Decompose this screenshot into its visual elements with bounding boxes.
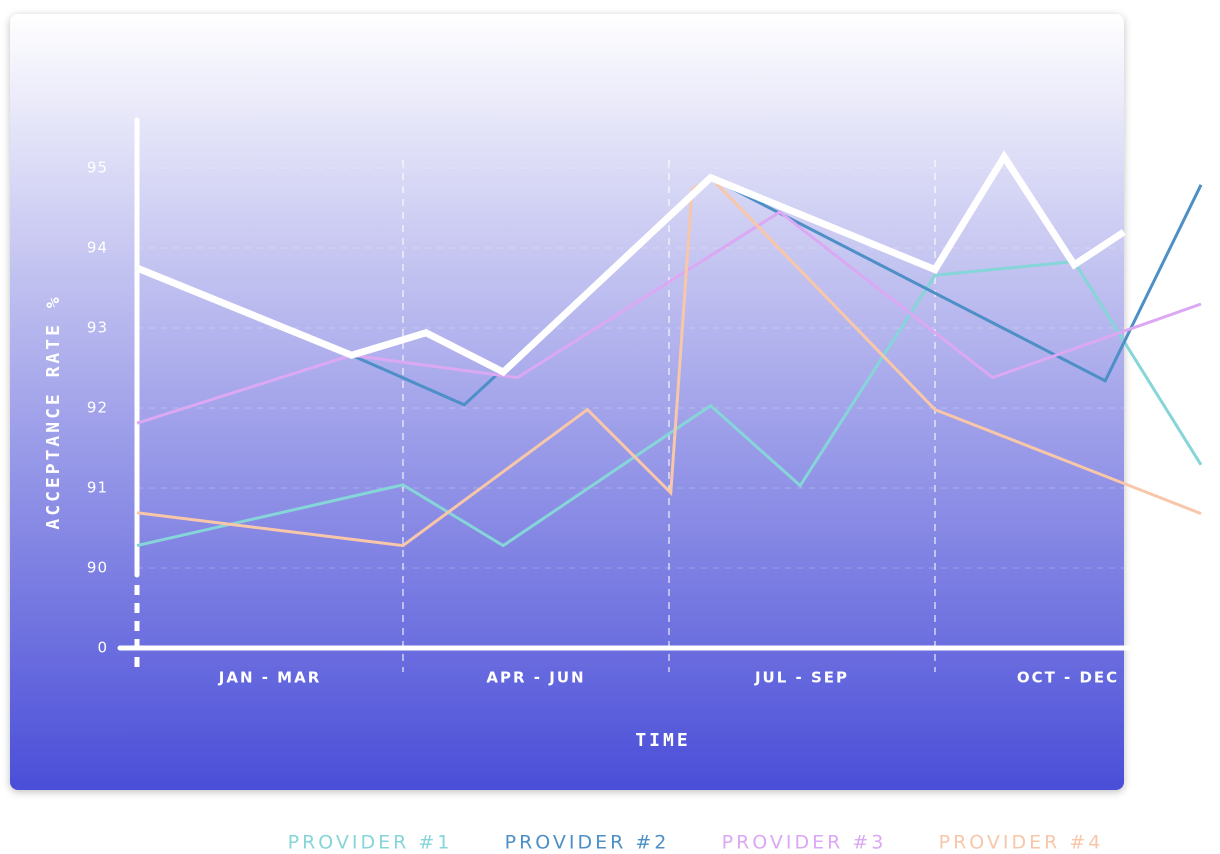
y-tick-label: 94	[87, 239, 108, 257]
y-axis-title: ACCEPTANCE RATE %	[43, 294, 64, 529]
x-tick-label: JAN - MAR	[218, 669, 322, 687]
series-line	[136, 175, 1202, 548]
y-tick-label: 95	[87, 159, 108, 177]
legend-label: PROVIDER #1	[288, 832, 453, 854]
x-tick-label: APR - JUN	[486, 669, 585, 687]
series-line	[136, 210, 1202, 425]
x-axis-title: TIME	[635, 730, 690, 751]
y-tick-label: 90	[87, 559, 108, 577]
y-tick-label: 91	[87, 479, 108, 497]
y-tick-label: 93	[87, 319, 108, 337]
x-tick-label: JUL - SEP	[754, 669, 849, 687]
y-tick-label: 92	[87, 399, 108, 417]
card	[10, 14, 1124, 790]
x-tick-label: OCT - DEC	[1017, 669, 1119, 687]
legend-label: PROVIDER #3	[722, 832, 887, 854]
legend-label: PROVIDER #4	[939, 832, 1104, 854]
y-tick-label: 0	[97, 639, 108, 657]
legend-label: PROVIDER #2	[505, 832, 670, 854]
series-line	[135, 150, 1126, 377]
series-line	[136, 260, 1203, 548]
